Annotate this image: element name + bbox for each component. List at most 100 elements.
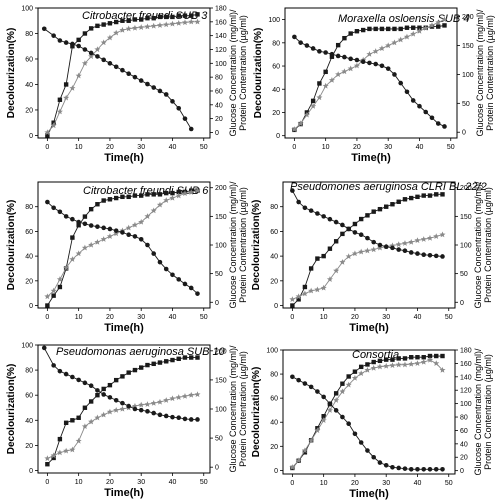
x-tick-label: 20	[351, 480, 359, 487]
data-point	[100, 411, 107, 418]
y-tick-label: 20	[272, 110, 280, 117]
data-point	[376, 244, 383, 251]
data-point	[395, 361, 402, 368]
data-point	[94, 46, 101, 53]
data-point	[352, 431, 358, 437]
y-tick-label: 40	[25, 254, 33, 261]
data-point	[370, 364, 377, 371]
x-tick-label: 0	[290, 480, 294, 487]
data-point	[326, 276, 333, 282]
series-circle	[41, 345, 200, 422]
data-point	[176, 189, 181, 195]
series-circle	[290, 188, 445, 259]
x-tick-label: 30	[137, 144, 145, 151]
x-axis-title: Time(h)	[104, 152, 144, 164]
data-point	[176, 356, 181, 362]
data-point	[415, 194, 420, 200]
data-point	[317, 49, 322, 54]
data-point	[51, 293, 56, 298]
chart-panel-3: 0 10 20 30 40 50020406080050100150200Citrobac…	[6, 181, 248, 334]
data-point	[106, 233, 113, 239]
data-point	[57, 368, 63, 374]
data-point	[440, 467, 445, 472]
data-point	[170, 414, 175, 420]
y-tick-label: 60	[272, 64, 280, 71]
data-point	[157, 14, 163, 20]
data-point	[76, 219, 81, 225]
data-point	[396, 356, 401, 361]
data-point	[113, 228, 119, 233]
data-point	[63, 82, 69, 87]
y2-tick-label: 120	[215, 47, 227, 54]
data-point	[157, 192, 163, 197]
data-point	[132, 193, 138, 198]
data-point	[82, 31, 88, 36]
data-point	[107, 226, 113, 232]
data-point	[308, 266, 314, 271]
data-point	[333, 239, 339, 244]
data-point	[189, 13, 194, 18]
data-point	[170, 190, 175, 196]
y-tick-label: 100	[266, 348, 278, 355]
data-point	[164, 359, 169, 364]
plot-frame	[282, 181, 456, 309]
data-point	[101, 225, 106, 231]
x-tick-label: 40	[169, 479, 177, 486]
plot-frame	[37, 181, 211, 309]
data-point	[51, 205, 56, 211]
data-point	[420, 236, 427, 242]
data-point	[290, 188, 295, 193]
data-point	[426, 234, 434, 241]
data-point	[88, 399, 94, 404]
data-point	[175, 20, 182, 26]
data-point	[139, 17, 144, 22]
data-point	[75, 72, 82, 79]
data-point	[321, 214, 326, 219]
data-point	[157, 360, 163, 365]
data-point	[417, 25, 422, 30]
panel-title: Pseudomones aeruginosa CLRI BL 22/2	[290, 181, 487, 193]
y2-axis-title: Glucose Concentration (mg/ml)/Protein Co…	[473, 348, 493, 476]
series-circle	[41, 26, 194, 132]
data-point	[422, 25, 429, 31]
y2-tick-label: 200	[460, 185, 472, 192]
data-point	[364, 366, 371, 373]
y-tick-label: 0	[29, 303, 33, 310]
data-point	[402, 197, 408, 202]
data-point	[195, 417, 200, 422]
data-point	[189, 355, 194, 360]
data-point	[302, 450, 308, 455]
data-point	[107, 382, 113, 388]
y2-tick-label: 80	[215, 75, 223, 82]
data-point	[44, 455, 51, 462]
x-tick-label: 20	[106, 314, 114, 321]
data-point	[70, 374, 75, 380]
plot-frame	[282, 349, 456, 475]
data-point	[45, 462, 50, 467]
data-point	[56, 449, 63, 456]
data-point	[296, 377, 301, 383]
data-point	[323, 69, 328, 75]
data-point	[70, 235, 75, 240]
data-point	[70, 216, 75, 222]
data-point	[442, 124, 447, 129]
data-point	[340, 381, 345, 386]
series-square	[45, 188, 200, 308]
y2-tick-label: 0	[460, 468, 464, 475]
data-point	[389, 242, 396, 249]
y2-tick-label: 20	[215, 116, 223, 123]
data-point	[170, 357, 175, 363]
series-line	[294, 19, 445, 130]
data-point	[373, 26, 378, 32]
data-point	[417, 103, 422, 109]
data-point	[194, 391, 201, 398]
data-point	[410, 98, 416, 103]
series-circle	[292, 34, 447, 129]
data-point	[138, 407, 144, 413]
x-axis-title: Time(h)	[351, 152, 391, 164]
data-point	[76, 43, 81, 49]
data-point	[132, 367, 138, 373]
data-point	[351, 374, 358, 381]
data-point	[82, 47, 88, 52]
data-point	[150, 207, 157, 214]
